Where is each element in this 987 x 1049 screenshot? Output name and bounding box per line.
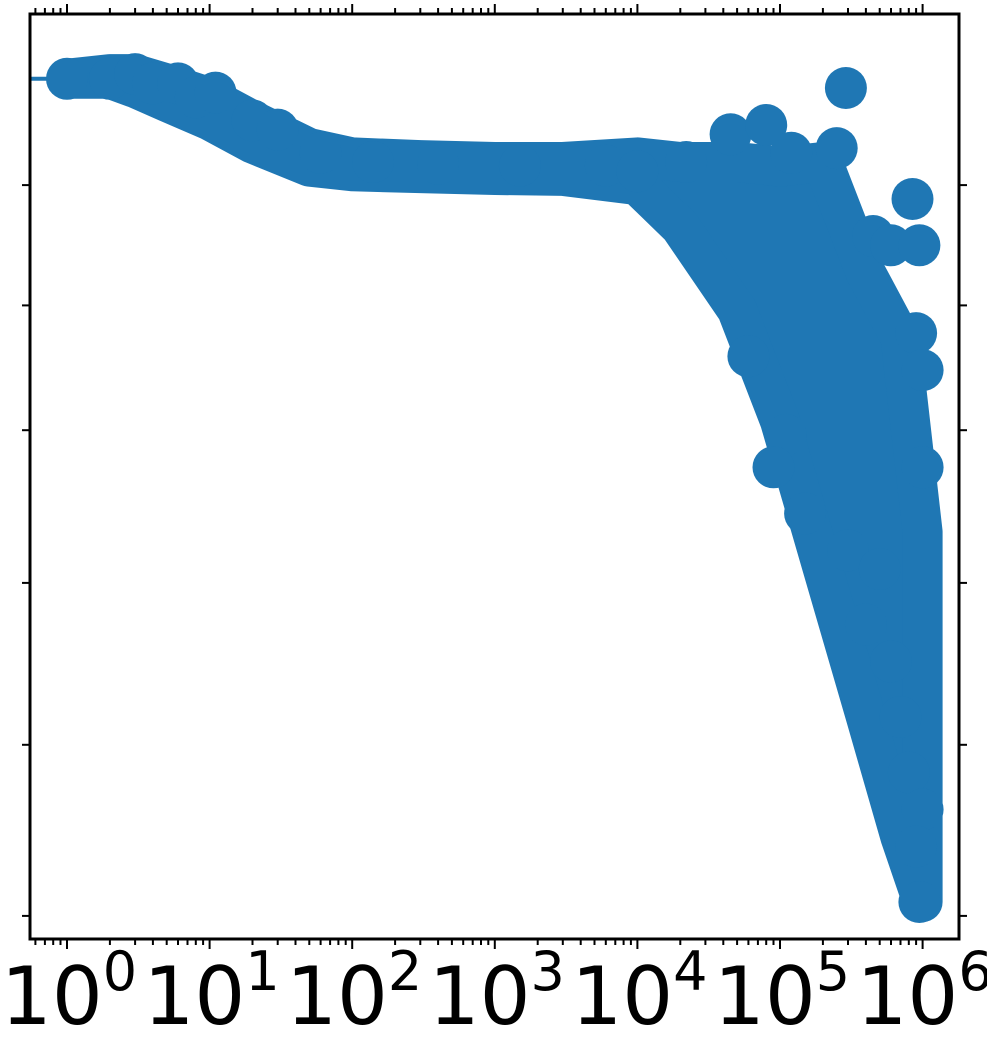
- plot-frame: [28, 12, 961, 941]
- data-point: [352, 141, 395, 183]
- x-tick-label: 103: [429, 940, 565, 1043]
- data-point: [887, 751, 930, 794]
- x-tick-label-base: 10: [857, 950, 959, 1043]
- data-point: [895, 312, 938, 355]
- data-point: [901, 349, 944, 392]
- x-tick-label-exponent: 1: [245, 940, 279, 1003]
- data-point: [764, 413, 807, 456]
- x-tick-label: 106: [857, 940, 987, 1043]
- data-point: [895, 825, 938, 868]
- data-point: [498, 144, 541, 187]
- x-tick-label-base: 10: [429, 950, 531, 1043]
- data-point: [256, 108, 299, 151]
- data-point: [879, 696, 922, 738]
- data-point: [727, 335, 770, 378]
- data-point: [665, 141, 708, 183]
- data-point: [584, 144, 627, 187]
- x-tick-label-exponent: 2: [388, 940, 422, 1003]
- data-point: [858, 548, 901, 590]
- data-point: [901, 446, 944, 489]
- x-tick-label-exponent: 0: [103, 940, 137, 1003]
- data-point: [901, 788, 944, 831]
- x-tick-label-base: 10: [144, 950, 246, 1043]
- data-point: [898, 224, 941, 267]
- x-tick-label: 104: [571, 940, 707, 1043]
- data-point: [745, 104, 788, 146]
- x-tick-label-base: 10: [286, 950, 388, 1043]
- data-band: [47, 54, 943, 922]
- data-point: [299, 131, 342, 174]
- data-point: [824, 67, 867, 109]
- data-point: [417, 142, 460, 185]
- data-point: [709, 113, 752, 156]
- data-point: [898, 881, 941, 923]
- x-tick-label-base: 10: [1, 950, 103, 1043]
- x-tick-label-exponent: 5: [816, 940, 850, 1003]
- x-tick-label-exponent: 4: [673, 940, 707, 1003]
- data-point: [752, 446, 795, 489]
- data-point: [870, 640, 912, 683]
- data-point: [784, 492, 827, 535]
- x-tick-label: 101: [144, 940, 280, 1043]
- data-layer: [30, 53, 944, 923]
- data-point: [616, 150, 659, 193]
- data-point: [844, 603, 887, 646]
- x-tick-label-base: 10: [714, 950, 816, 1043]
- data-point: [194, 71, 237, 114]
- x-tick-label-exponent: 3: [531, 940, 565, 1003]
- x-axis-tick-labels: 100 101 102 103 104 105 106: [1, 940, 987, 1043]
- data-point: [46, 57, 88, 100]
- x-tick-label: 105: [714, 940, 850, 1043]
- data-point: [770, 131, 813, 174]
- data-point: [815, 127, 858, 170]
- x-tick-label-base: 10: [571, 950, 673, 1043]
- data-point: [827, 529, 869, 572]
- x-tick-label: 100: [1, 940, 137, 1043]
- x-tick-label: 102: [286, 940, 422, 1043]
- data-point: [891, 178, 934, 220]
- x-tick-label-exponent: 6: [958, 940, 987, 1003]
